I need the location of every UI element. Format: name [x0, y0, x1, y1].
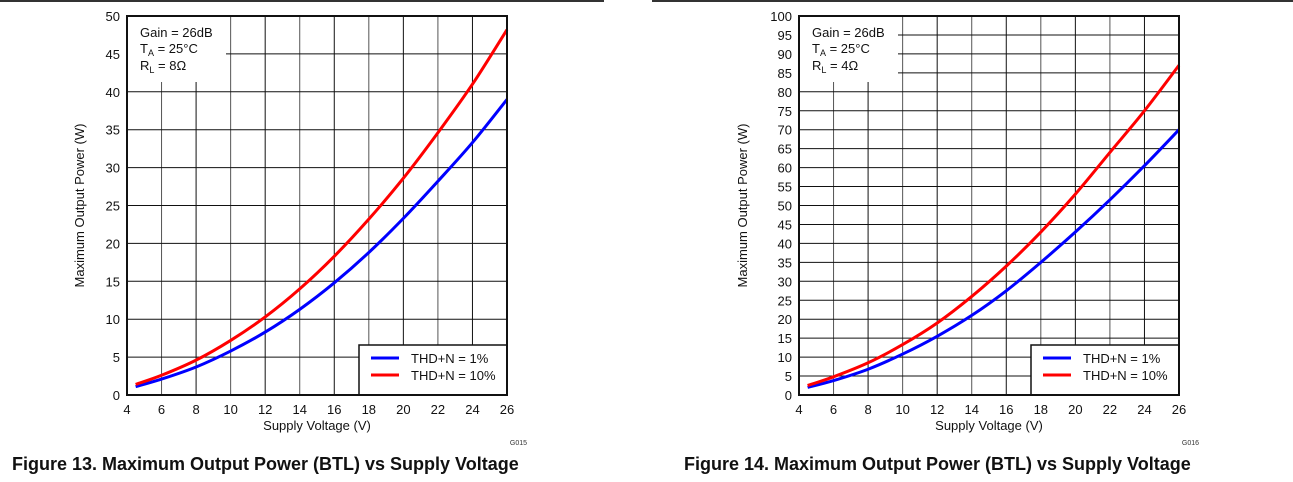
- legend-box: [1030, 344, 1180, 396]
- y-tick-label: 30: [106, 161, 120, 176]
- x-tick-label: 14: [964, 402, 978, 417]
- legend-label: THD+N = 1%: [411, 351, 489, 366]
- y-tick-label: 35: [106, 123, 120, 138]
- x-tick-label: 26: [1172, 402, 1186, 417]
- x-tick-label: 12: [258, 402, 272, 417]
- x-tick-label: 10: [895, 402, 909, 417]
- y-tick-label: 95: [778, 28, 792, 43]
- y-tick-label: 25: [778, 293, 792, 308]
- annotation-temperature: TA = 25°C: [140, 41, 198, 58]
- legend-label: THD+N = 10%: [1083, 368, 1168, 383]
- y-tick-label: 15: [778, 331, 792, 346]
- legend-label: THD+N = 1%: [1083, 351, 1161, 366]
- y-tick-label: 50: [106, 9, 120, 24]
- y-tick-label: 55: [778, 180, 792, 195]
- graph-id: G015: [510, 440, 527, 447]
- annotation-load: RL = 8Ω: [140, 58, 186, 75]
- graph-id: G016: [1182, 440, 1199, 447]
- y-tick-label: 20: [106, 236, 120, 251]
- y-tick-label: 100: [770, 9, 792, 24]
- x-tick-label: 22: [431, 402, 445, 417]
- y-tick-label: 5: [785, 369, 792, 384]
- x-axis-label: Supply Voltage (V): [263, 418, 371, 433]
- y-tick-label: 0: [113, 388, 120, 403]
- x-tick-label: 12: [930, 402, 944, 417]
- y-tick-label: 70: [778, 123, 792, 138]
- y-tick-label: 60: [778, 161, 792, 176]
- y-tick-label: 45: [778, 217, 792, 232]
- y-tick-label: 35: [778, 255, 792, 270]
- y-axis-label: Maximum Output Power (W): [72, 124, 87, 288]
- y-axis-label: Maximum Output Power (W): [735, 124, 750, 288]
- legend-label: THD+N = 10%: [411, 368, 496, 383]
- x-tick-label: 6: [830, 402, 837, 417]
- annotation-load: RL = 4Ω: [812, 58, 858, 75]
- y-tick-label: 75: [778, 104, 792, 119]
- x-tick-label: 24: [465, 402, 479, 417]
- figure-13-caption: Figure 13. Maximum Output Power (BTL) vs…: [12, 454, 519, 474]
- y-tick-label: 10: [778, 350, 792, 365]
- series-line-thd-1: [807, 128, 1181, 389]
- y-tick-label: 30: [778, 274, 792, 289]
- chart-figure-14: 4 6 8 10 12 14 16 18 20 22 24 26 0 5 10 15 20 25 30 35 40 45 5…: [735, 9, 1199, 447]
- y-tick-label: 15: [106, 274, 120, 289]
- annotation-background: [800, 17, 898, 82]
- series-line-thd-10: [135, 28, 509, 386]
- x-tick-label: 26: [500, 402, 514, 417]
- x-tick-label: 18: [362, 402, 376, 417]
- x-tick-label: 16: [327, 402, 341, 417]
- annotation-temperature: TA = 25°C: [812, 41, 870, 58]
- x-axis-label: Supply Voltage (V): [935, 418, 1043, 433]
- y-tick-label: 0: [785, 388, 792, 403]
- y-tick-label: 25: [106, 199, 120, 214]
- x-tick-label: 4: [795, 402, 802, 417]
- x-tick-label: 20: [1068, 402, 1082, 417]
- x-tick-label: 24: [1137, 402, 1151, 417]
- x-tick-label: 6: [158, 402, 165, 417]
- y-tick-label: 10: [106, 312, 120, 327]
- y-tick-label: 5: [113, 350, 120, 365]
- plot-frame: [126, 15, 508, 396]
- figure-14-caption: Figure 14. Maximum Output Power (BTL) vs…: [684, 454, 1191, 474]
- y-tick-label: 45: [106, 47, 120, 62]
- chart-figure-13: 4 6 8 10 12 14 16 18 20 22 24 26 0 5 10 15 20 25 30 35 40 45 5…: [72, 9, 527, 447]
- top-rule-right: [652, 0, 1293, 2]
- plot-frame: [798, 15, 1180, 396]
- series-line-thd-1: [135, 98, 509, 389]
- y-tick-label: 40: [106, 85, 120, 100]
- x-tick-label: 4: [123, 402, 130, 417]
- y-tick-label: 50: [778, 199, 792, 214]
- annotation-gain: Gain = 26dB: [140, 25, 213, 40]
- y-tick-label: 80: [778, 85, 792, 100]
- x-tick-label: 18: [1034, 402, 1048, 417]
- y-tick-label: 40: [778, 236, 792, 251]
- x-tick-label: 20: [396, 402, 410, 417]
- y-tick-label: 90: [778, 47, 792, 62]
- y-tick-label: 85: [778, 66, 792, 81]
- x-tick-label: 16: [999, 402, 1013, 417]
- top-rule-left: [0, 0, 604, 2]
- y-tick-label: 20: [778, 312, 792, 327]
- x-tick-label: 22: [1103, 402, 1117, 417]
- y-tick-label: 65: [778, 142, 792, 157]
- series-line-thd-10: [807, 64, 1181, 387]
- x-tick-label: 8: [864, 402, 871, 417]
- x-tick-label: 10: [223, 402, 237, 417]
- x-tick-label: 8: [192, 402, 199, 417]
- annotation-gain: Gain = 26dB: [812, 25, 885, 40]
- annotation-background: [128, 17, 226, 82]
- x-tick-label: 14: [292, 402, 306, 417]
